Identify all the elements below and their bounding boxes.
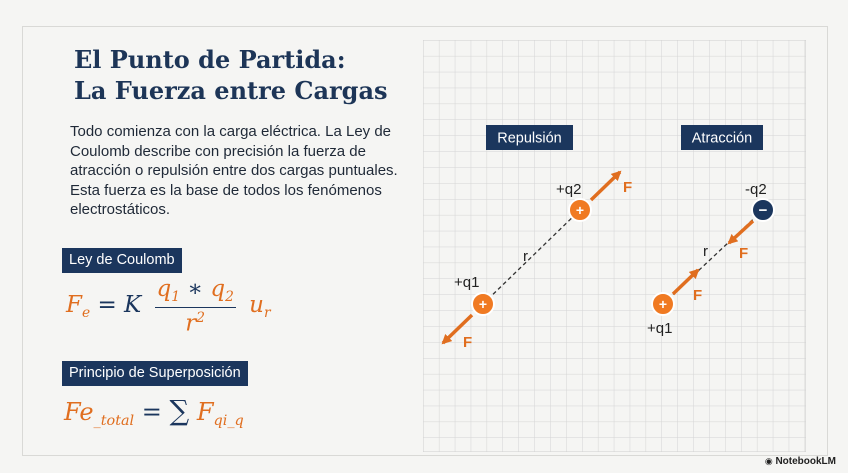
intro-paragraph: Todo comienza con la carga eléctrica. La… bbox=[70, 123, 398, 218]
repulsion-force-arrow-q1 bbox=[441, 313, 474, 345]
grid-background bbox=[423, 40, 806, 452]
force-diagram: Repulsión r F F + +q2 + +q1 Atracción r … bbox=[423, 40, 806, 452]
repulsion-plus-sign-q1: + bbox=[479, 296, 487, 312]
repulsion-r-label: r bbox=[523, 248, 528, 265]
notebooklm-watermark: ◉ NotebookLM bbox=[765, 456, 836, 467]
repulsion-force-label-q2: F bbox=[623, 179, 632, 196]
superposition-formula: Fe_total = ∑ Fqi_q bbox=[64, 394, 244, 430]
attraction-q1-label: +q1 bbox=[647, 320, 672, 337]
attraction-plus-sign-q1: + bbox=[659, 296, 667, 312]
coulomb-label: Ley de Coulomb bbox=[62, 248, 182, 273]
repulsion-charge-q2 bbox=[568, 198, 592, 222]
attraction-force-label-q2: F bbox=[739, 245, 748, 262]
repulsion-plus-sign-q2: + bbox=[576, 202, 584, 218]
repulsion-q2-label: +q2 bbox=[556, 181, 581, 198]
title-line-2: La Fuerza entre Cargas bbox=[74, 76, 388, 105]
repulsion-distance-line bbox=[482, 209, 581, 305]
attraction-charge-q1 bbox=[651, 292, 675, 316]
notebooklm-logo-icon: ◉ bbox=[764, 456, 773, 466]
title-line-1: El Punto de Partida: bbox=[74, 45, 346, 74]
repulsion-label-box bbox=[486, 125, 573, 150]
attraction-label-box bbox=[681, 125, 763, 150]
repulsion-q1-label: +q1 bbox=[454, 274, 479, 291]
attraction-force-arrow-q2 bbox=[727, 219, 755, 245]
repulsion-force-arrow-q2 bbox=[589, 170, 622, 202]
coulomb-formula: Fe = K q1 ∗ q2 r2 ur bbox=[66, 276, 271, 337]
attraction-label: Atracción bbox=[692, 131, 752, 147]
attraction-force-label-q1: F bbox=[693, 287, 702, 304]
superposition-label: Principio de Superposición bbox=[62, 361, 248, 386]
attraction-charge-q2 bbox=[751, 198, 775, 222]
repulsion-force-label-q1: F bbox=[463, 334, 472, 351]
attraction-r-label: r bbox=[703, 243, 708, 260]
slide-title: El Punto de Partida: La Fuerza entre Car… bbox=[74, 44, 388, 106]
coulomb-fraction: q1 ∗ q2 r2 bbox=[154, 276, 236, 337]
watermark-text: NotebookLM bbox=[775, 456, 836, 467]
attraction-minus-sign-q2: − bbox=[759, 202, 768, 219]
repulsion-label: Repulsión bbox=[497, 131, 562, 147]
attraction-force-arrow-q1 bbox=[671, 268, 700, 296]
repulsion-charge-q1 bbox=[471, 292, 495, 316]
attraction-q2-label: -q2 bbox=[745, 181, 767, 198]
